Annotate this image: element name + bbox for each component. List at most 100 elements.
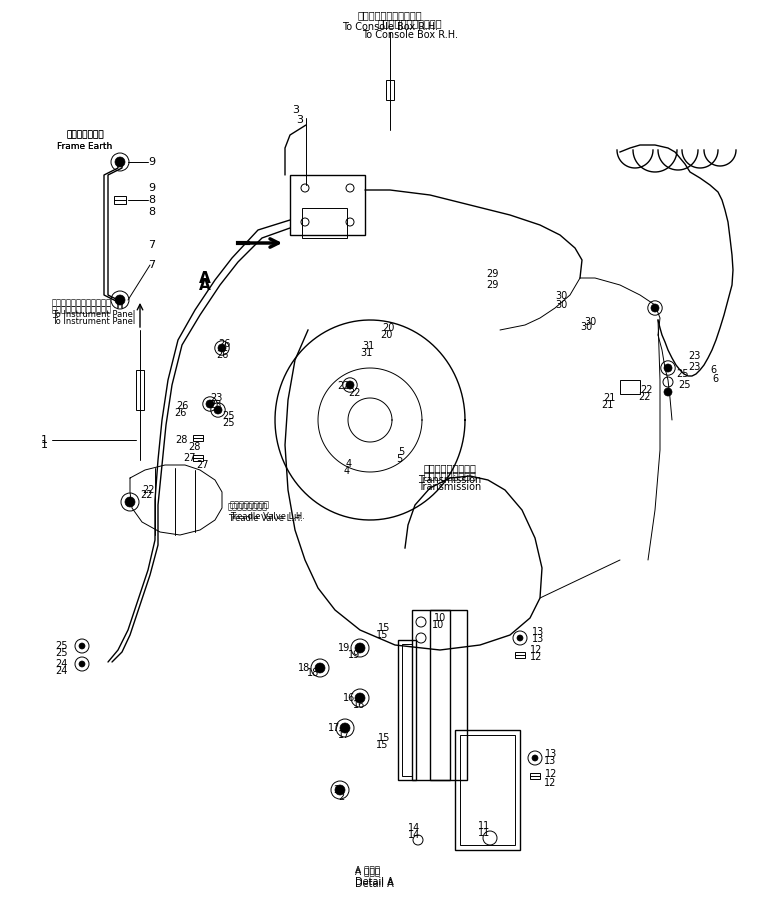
Text: Transmission: Transmission <box>419 475 481 485</box>
Bar <box>460 735 515 845</box>
Circle shape <box>664 388 672 396</box>
Text: 30: 30 <box>584 317 596 327</box>
Circle shape <box>79 661 85 667</box>
Text: A 詳細図: A 詳細図 <box>355 867 380 876</box>
Text: 5: 5 <box>398 447 404 457</box>
Text: A: A <box>199 270 211 286</box>
Text: 28: 28 <box>188 442 200 452</box>
Text: 31: 31 <box>360 348 372 358</box>
Text: 3: 3 <box>293 105 300 115</box>
Text: 28: 28 <box>176 435 188 445</box>
Circle shape <box>79 643 85 649</box>
Text: 15: 15 <box>378 733 390 743</box>
Text: Treadle Valve L.H.: Treadle Valve L.H. <box>228 514 303 523</box>
Text: 9: 9 <box>148 157 155 167</box>
Bar <box>136 370 144 410</box>
Circle shape <box>517 635 523 641</box>
Text: 6: 6 <box>710 365 716 375</box>
Text: To Instrument Panel: To Instrument Panel <box>52 310 135 319</box>
Circle shape <box>214 406 222 414</box>
Text: 25: 25 <box>222 411 235 421</box>
Text: 22: 22 <box>142 485 155 495</box>
Text: 14: 14 <box>408 830 420 840</box>
Text: Frame Earth: Frame Earth <box>57 142 113 151</box>
Text: トレドルバルブ左: トレドルバルブ左 <box>228 502 268 511</box>
Text: 19: 19 <box>337 643 350 653</box>
Bar <box>515 652 525 658</box>
Circle shape <box>346 381 354 389</box>
Bar <box>455 730 520 850</box>
Text: 20: 20 <box>380 330 392 340</box>
Text: 13: 13 <box>532 634 544 644</box>
Text: 29: 29 <box>486 269 498 279</box>
Bar <box>193 455 203 461</box>
Text: 3: 3 <box>296 115 303 125</box>
Text: 25: 25 <box>56 648 68 658</box>
Text: 30: 30 <box>555 291 567 301</box>
Text: 7: 7 <box>148 240 155 250</box>
Bar <box>398 640 416 780</box>
Bar <box>193 435 203 441</box>
Text: 10: 10 <box>432 620 444 630</box>
Text: 24: 24 <box>56 666 68 676</box>
Text: トランスミッション: トランスミッション <box>423 470 477 480</box>
Text: 26: 26 <box>216 350 228 360</box>
Circle shape <box>355 693 365 703</box>
Text: 22: 22 <box>337 381 350 391</box>
Text: 9: 9 <box>148 183 155 193</box>
Text: インスツルメントパネルへ: インスツルメントパネルへ <box>52 305 112 314</box>
Text: Detail A: Detail A <box>355 877 394 887</box>
Text: 18: 18 <box>298 663 310 673</box>
Circle shape <box>218 344 226 352</box>
Circle shape <box>532 755 538 761</box>
Text: 24: 24 <box>56 659 68 669</box>
Circle shape <box>115 295 125 305</box>
Text: 27: 27 <box>196 460 208 470</box>
Text: 25: 25 <box>222 418 235 428</box>
Text: 13: 13 <box>532 627 544 637</box>
Text: 17: 17 <box>338 730 351 740</box>
Text: 1: 1 <box>41 435 48 445</box>
Text: 15: 15 <box>378 623 390 633</box>
Text: 21: 21 <box>601 400 613 410</box>
Text: A 詳細図: A 詳細図 <box>355 865 380 874</box>
Text: 30: 30 <box>555 300 567 310</box>
Bar <box>290 175 365 235</box>
Text: 17: 17 <box>327 723 340 733</box>
Circle shape <box>664 364 672 372</box>
Text: 19: 19 <box>348 650 360 660</box>
Text: 31: 31 <box>362 341 375 351</box>
Text: フレームアース: フレームアース <box>67 130 104 139</box>
Text: 15: 15 <box>376 630 389 640</box>
Circle shape <box>315 663 325 673</box>
Bar <box>620 380 640 394</box>
Text: トレドルバルブ左: トレドルバルブ左 <box>230 500 270 509</box>
Circle shape <box>125 497 135 507</box>
Circle shape <box>340 723 350 733</box>
Text: 12: 12 <box>530 645 543 655</box>
Text: 18: 18 <box>307 668 319 678</box>
Bar <box>412 610 467 780</box>
Text: 4: 4 <box>344 466 350 476</box>
Text: 26: 26 <box>218 339 231 349</box>
Text: 23: 23 <box>210 393 222 403</box>
Text: 2: 2 <box>334 785 340 795</box>
Text: 22: 22 <box>638 392 650 402</box>
Text: To Instrument Panel: To Instrument Panel <box>52 317 135 326</box>
Text: 5: 5 <box>396 454 402 464</box>
Text: コンソールボックス右へ: コンソールボックス右へ <box>378 18 442 28</box>
Bar <box>386 80 394 100</box>
Text: 6: 6 <box>712 374 718 384</box>
Text: 14: 14 <box>408 823 420 833</box>
Text: Transmission: Transmission <box>419 482 481 492</box>
Text: 10: 10 <box>434 613 447 623</box>
Text: 25: 25 <box>56 641 68 651</box>
Text: 29: 29 <box>486 280 498 290</box>
Text: 13: 13 <box>545 749 557 759</box>
Text: 12: 12 <box>544 778 557 788</box>
Text: フレームアース: フレームアース <box>67 130 104 139</box>
Text: 15: 15 <box>376 740 389 750</box>
Text: Detail A: Detail A <box>355 879 394 889</box>
Text: To Console Box R.H.: To Console Box R.H. <box>362 30 458 40</box>
Bar <box>114 196 126 204</box>
